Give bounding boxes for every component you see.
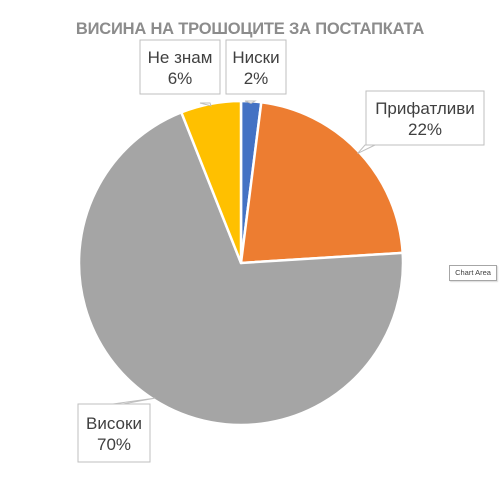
callout-box bbox=[225, 39, 287, 95]
callout-pointer bbox=[112, 397, 156, 405]
data-callout-1[interactable]: Прифатливи 22% bbox=[357, 90, 485, 154]
pie-slice-2[interactable] bbox=[77, 111, 405, 427]
slice-label-1: Прифатливи bbox=[375, 99, 475, 118]
chart-title: ВИСИНА НА ТРОШОЦИТЕ ЗА ПОСТАПКАТА bbox=[75, 20, 425, 38]
chart-area-tooltip: Chart Area bbox=[449, 265, 497, 281]
slice-value-label-3: 6% bbox=[168, 69, 193, 88]
pie-slices bbox=[77, 99, 405, 427]
data-callout-3[interactable]: Не знам 6% bbox=[139, 39, 221, 107]
slice-label-0: Ниски bbox=[232, 48, 279, 67]
data-callout-2[interactable]: Високи 70% bbox=[77, 397, 156, 463]
callout-box bbox=[365, 90, 485, 146]
data-callout-0[interactable]: Ниски 2% bbox=[225, 39, 287, 104]
slice-label-3: Не знам bbox=[148, 48, 213, 67]
slice-value-label-2: 70% bbox=[97, 435, 131, 454]
slice-label-2: Високи bbox=[86, 414, 142, 433]
slice-value-label-1: 22% bbox=[408, 120, 442, 139]
data-callouts: Ниски 2% Прифатливи 22% Високи 70% Не знам 6% bbox=[77, 39, 485, 463]
callout-pointer bbox=[357, 144, 376, 154]
slice-value-label-0: 2% bbox=[244, 69, 269, 88]
callout-pointer bbox=[199, 102, 212, 107]
callout-pointer bbox=[244, 100, 257, 104]
callout-box bbox=[139, 39, 221, 95]
